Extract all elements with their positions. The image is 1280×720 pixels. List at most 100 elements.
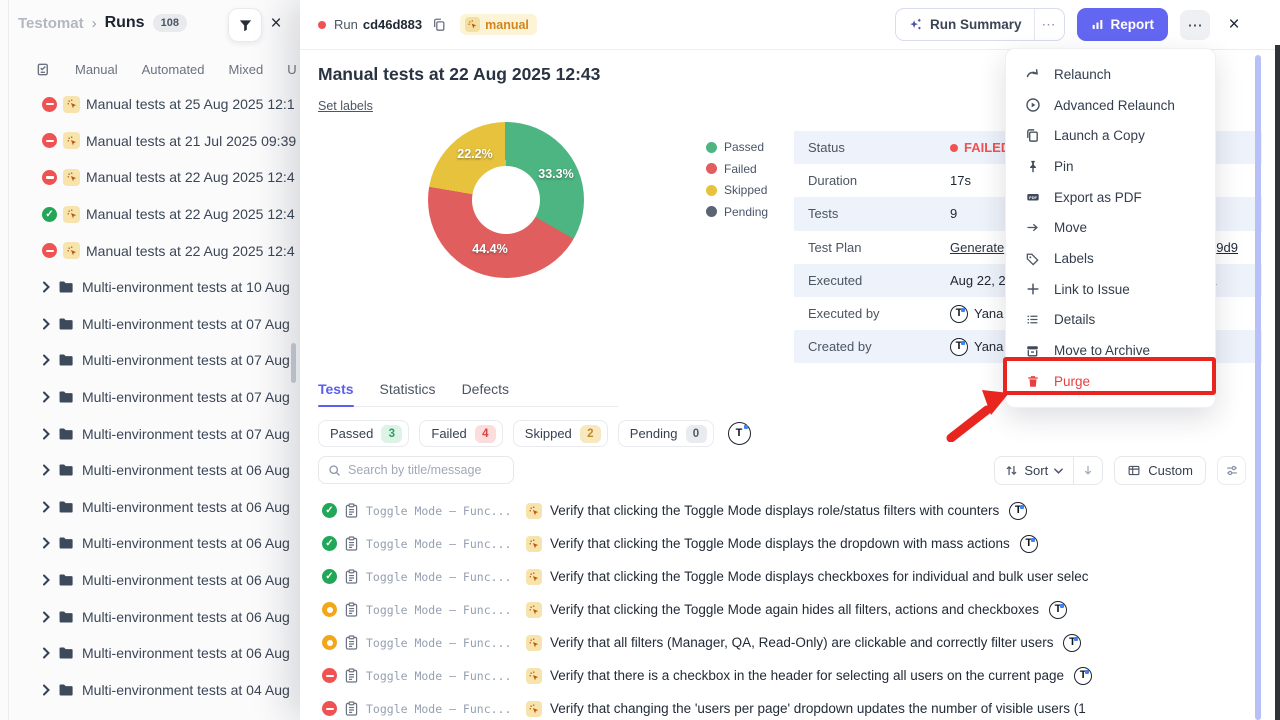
run-list-item[interactable]: Manual tests at 22 Aug 2025 12:4 bbox=[0, 232, 300, 269]
test-row[interactable]: Toggle Mode — Func... Verify that changi… bbox=[300, 692, 1276, 720]
menu-item-export-pdf[interactable]: PDF Export as PDF bbox=[1006, 182, 1215, 213]
runs-type-tab[interactable]: Manual bbox=[75, 62, 118, 77]
run-list-item[interactable]: Manual tests at 22 Aug 2025 12:4 bbox=[0, 196, 300, 233]
manual-test-icon bbox=[526, 634, 542, 651]
status-value: FAILED bbox=[950, 140, 1010, 155]
menu-item-launch-copy[interactable]: Launch a Copy bbox=[1006, 120, 1215, 151]
menu-item-link-issue[interactable]: Link to Issue bbox=[1006, 274, 1215, 305]
left-rail-divider bbox=[8, 0, 9, 720]
test-title[interactable]: Verify that clicking the Toggle Mode dis… bbox=[550, 536, 1010, 551]
chevron-right-icon bbox=[42, 281, 52, 293]
breadcrumb-app[interactable]: Testomat bbox=[18, 14, 84, 32]
test-suite-label[interactable]: Toggle Mode — Func... bbox=[366, 503, 512, 518]
close-icon[interactable]: × bbox=[1228, 13, 1240, 35]
drawer-scrollbar[interactable] bbox=[1255, 55, 1261, 720]
run-list-item[interactable]: Multi-environment tests at 06 Aug bbox=[0, 452, 300, 489]
run-summary-button[interactable]: Run Summary bbox=[896, 9, 1034, 40]
more-actions-button[interactable]: ⋯ bbox=[1180, 9, 1210, 40]
search-input[interactable] bbox=[348, 463, 504, 477]
test-plan-link[interactable]: Generate bbox=[950, 239, 1005, 255]
donut-label-failed: 44.4% bbox=[472, 242, 508, 256]
menu-item-purge[interactable]: Purge bbox=[1006, 366, 1215, 397]
menu-item-advanced-relaunch[interactable]: Advanced Relaunch bbox=[1006, 90, 1215, 121]
set-labels-link[interactable]: Set labels bbox=[318, 99, 373, 113]
run-list-item[interactable]: Manual tests at 21 Jul 2025 09:39 bbox=[0, 123, 300, 160]
test-row[interactable]: Toggle Mode — Func... Verify that clicki… bbox=[300, 593, 1276, 626]
filter-chip[interactable]: Passed 3 bbox=[318, 420, 410, 447]
menu-label: Details bbox=[1054, 312, 1096, 328]
test-title[interactable]: Verify that all filters (Manager, QA, Re… bbox=[550, 635, 1054, 650]
testomat-logo-icon bbox=[1009, 501, 1028, 520]
testomat-logo-icon[interactable] bbox=[727, 422, 751, 445]
manual-run-icon bbox=[63, 95, 80, 113]
menu-item-relaunch[interactable]: Relaunch bbox=[1006, 59, 1215, 90]
run-list-item[interactable]: Multi-environment tests at 07 Aug bbox=[0, 342, 300, 379]
test-title[interactable]: Verify that clicking the Toggle Mode dis… bbox=[550, 569, 1089, 584]
sort-direction-button[interactable] bbox=[1073, 457, 1102, 484]
test-row[interactable]: Toggle Mode — Func... Verify that clicki… bbox=[300, 527, 1276, 560]
run-list-item[interactable]: Multi-environment tests at 07 Aug bbox=[0, 379, 300, 416]
filter-button[interactable] bbox=[228, 8, 262, 42]
test-title[interactable]: Verify that clicking the Toggle Mode dis… bbox=[550, 503, 1000, 518]
run-list-item[interactable]: Multi-environment tests at 10 Aug bbox=[0, 269, 300, 306]
runs-type-tab[interactable]: Mixed bbox=[228, 62, 264, 77]
custom-columns-button[interactable]: Custom bbox=[1114, 456, 1206, 485]
runs-type-tab[interactable]: Automated bbox=[141, 62, 205, 77]
menu-item-move-to-archive[interactable]: Move to Archive bbox=[1006, 335, 1215, 366]
chevron-right-icon bbox=[42, 354, 52, 366]
run-list-item[interactable]: Manual tests at 25 Aug 2025 12:1 bbox=[0, 86, 300, 123]
run-list-item[interactable]: Manual tests at 22 Aug 2025 12:4 bbox=[0, 159, 300, 196]
test-row[interactable]: Toggle Mode — Func... Verify that clicki… bbox=[300, 560, 1276, 593]
run-list-item[interactable]: Multi-environment tests at 06 Aug bbox=[0, 562, 300, 599]
test-suite-label[interactable]: Toggle Mode — Func... bbox=[366, 536, 512, 551]
info-label: Status bbox=[808, 140, 845, 156]
donut-hole bbox=[472, 166, 540, 234]
menu-item-pin[interactable]: Pin bbox=[1006, 151, 1215, 182]
run-list-item[interactable]: Multi-environment tests at 04 Aug bbox=[0, 672, 300, 709]
filter-chip[interactable]: Skipped 2 bbox=[512, 420, 608, 447]
run-list-item[interactable]: Multi-environment tests at 07 Aug bbox=[0, 415, 300, 452]
test-row[interactable]: Toggle Mode — Func... Verify that there … bbox=[300, 659, 1276, 692]
run-list-item[interactable]: Multi-environment tests at 06 Aug bbox=[0, 489, 300, 526]
folder-icon bbox=[58, 427, 76, 441]
tab-statistics[interactable]: Statistics bbox=[379, 381, 436, 397]
run-list-item[interactable]: Multi-environment tests at 06 Aug bbox=[0, 525, 300, 562]
menu-item-move[interactable]: Move bbox=[1006, 212, 1215, 243]
clear-filter-button[interactable]: × bbox=[270, 13, 282, 34]
sliders-icon[interactable] bbox=[1217, 456, 1246, 485]
test-suite-label[interactable]: Toggle Mode — Func... bbox=[366, 569, 512, 584]
test-title[interactable]: Verify that clicking the Toggle Mode aga… bbox=[550, 602, 1040, 617]
tab-tests[interactable]: Tests bbox=[318, 381, 354, 407]
test-title[interactable]: Verify that changing the 'users per page… bbox=[550, 701, 1086, 716]
runs-type-tab-list: Manual Automated Mixed U bbox=[75, 62, 297, 77]
filter-chip[interactable]: Pending 0 bbox=[617, 420, 714, 447]
run-list-item[interactable]: Multi-environment tests at 06 Aug bbox=[0, 598, 300, 635]
test-suite-label[interactable]: Toggle Mode — Func... bbox=[366, 602, 512, 617]
run-status-dot bbox=[318, 20, 326, 29]
run-list-item[interactable]: Multi-environment tests at 06 Aug bbox=[0, 635, 300, 672]
run-summary-more-button[interactable]: ⋯ bbox=[1033, 9, 1064, 40]
test-plan-link-end[interactable]: 9d9 bbox=[1216, 239, 1238, 255]
test-suite-label[interactable]: Toggle Mode — Func... bbox=[366, 668, 512, 683]
info-label: Test Plan bbox=[808, 239, 862, 255]
report-button[interactable]: Report bbox=[1076, 8, 1168, 41]
run-list-item[interactable]: Multi-environment tests at 07 Aug bbox=[0, 306, 300, 343]
menu-item-details[interactable]: Details bbox=[1006, 305, 1215, 336]
filter-chip[interactable]: Failed 4 bbox=[419, 420, 503, 447]
test-suite-label[interactable]: Toggle Mode — Func... bbox=[366, 701, 512, 716]
sort-button[interactable]: Sort bbox=[995, 457, 1073, 484]
test-suite-label[interactable]: Toggle Mode — Func... bbox=[366, 635, 512, 650]
legend-item: Skipped bbox=[706, 183, 768, 197]
copy-icon[interactable] bbox=[432, 17, 446, 32]
menu-item-labels[interactable]: Labels bbox=[1006, 243, 1215, 274]
test-status-icon bbox=[322, 536, 337, 551]
runs-type-tab[interactable]: U bbox=[287, 62, 297, 77]
tab-defects[interactable]: Defects bbox=[461, 381, 510, 397]
test-title[interactable]: Verify that there is a checkbox in the h… bbox=[550, 668, 1065, 683]
test-status-icon bbox=[322, 701, 337, 716]
test-row[interactable]: Toggle Mode — Func... Verify that clicki… bbox=[300, 494, 1276, 527]
test-row[interactable]: Toggle Mode — Func... Verify that all fi… bbox=[300, 626, 1276, 659]
breadcrumb-section[interactable]: Runs bbox=[104, 14, 145, 31]
chevron-right-icon bbox=[42, 684, 52, 696]
sidebar-scrollbar[interactable] bbox=[291, 343, 296, 383]
